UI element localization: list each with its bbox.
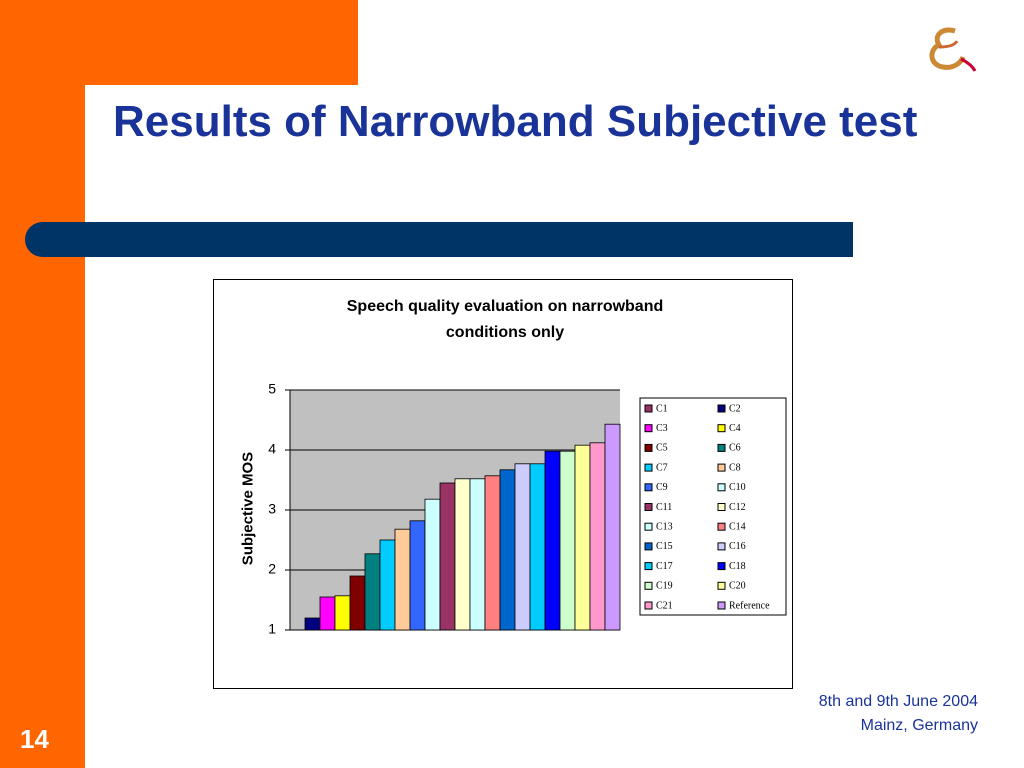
legend-label: C15 bbox=[656, 541, 673, 552]
footer-line: 8th and 9th June 2004 bbox=[818, 693, 978, 710]
legend-swatch bbox=[717, 424, 726, 433]
bar bbox=[499, 469, 516, 631]
legend-label: C8 bbox=[729, 462, 741, 473]
y-tick-label: 1 bbox=[268, 621, 276, 637]
bar bbox=[529, 463, 546, 631]
bar bbox=[514, 463, 531, 631]
chart-frame bbox=[213, 279, 793, 689]
y-axis-label: Subjective MOS bbox=[239, 451, 257, 566]
y-tick-label: 3 bbox=[268, 501, 276, 517]
legend-swatch bbox=[717, 503, 726, 511]
legend-label: C4 bbox=[729, 423, 741, 434]
bar bbox=[424, 498, 441, 631]
legend-label: C10 bbox=[729, 482, 746, 493]
bar bbox=[364, 553, 381, 631]
bar bbox=[589, 442, 606, 631]
footer-line: Mainz, Germany bbox=[860, 717, 978, 734]
legend-swatch bbox=[644, 463, 653, 472]
legend-label: C9 bbox=[656, 482, 668, 493]
legend-label: C2 bbox=[729, 403, 741, 414]
chart: 1 2 3 4 5 C1 C2 C3 C4 C5 C6 C7 C8 C9 C10 C11 C12 C13 C14 C1… bbox=[268, 381, 787, 637]
legend-label: C18 bbox=[729, 561, 746, 572]
legend-swatch bbox=[644, 562, 653, 571]
legend-swatch bbox=[717, 463, 726, 472]
legend-label: C20 bbox=[729, 581, 746, 592]
footer: 8th and 9th June 2004 Mainz, Germany bbox=[819, 690, 978, 738]
bar bbox=[349, 575, 366, 631]
legend-label: C13 bbox=[656, 521, 673, 532]
bar bbox=[604, 423, 621, 631]
legend-swatch bbox=[644, 522, 653, 531]
legend-swatch bbox=[717, 542, 726, 551]
legend-label: C7 bbox=[656, 462, 668, 473]
bar bbox=[334, 595, 351, 631]
bar bbox=[559, 450, 576, 631]
bar bbox=[439, 482, 456, 631]
chart-title: Speech quality evaluation on narrowband … bbox=[346, 298, 664, 341]
legend-swatch bbox=[717, 404, 726, 413]
legend-label: C6 bbox=[729, 443, 741, 454]
bar bbox=[484, 475, 501, 631]
legend-label: C5 bbox=[656, 443, 668, 454]
legend-label: C21 bbox=[656, 600, 673, 611]
legend-label: Reference bbox=[729, 600, 770, 611]
legend-label: C19 bbox=[656, 581, 673, 592]
bar bbox=[469, 478, 486, 631]
legend-swatch bbox=[717, 581, 726, 590]
legend-swatch bbox=[644, 443, 653, 452]
legend-label: C1 bbox=[656, 403, 668, 414]
slide-title: Results of Narrowband Subjective test bbox=[113, 97, 918, 146]
legend-swatch bbox=[644, 424, 653, 433]
y-tick-label: 2 bbox=[268, 561, 276, 577]
legend-label: C17 bbox=[656, 561, 673, 572]
legend-swatch bbox=[717, 443, 726, 452]
bar bbox=[454, 478, 471, 631]
legend-label: C11 bbox=[656, 502, 672, 513]
legend-swatch bbox=[644, 503, 653, 511]
bar bbox=[304, 617, 321, 631]
y-tick-label: 4 bbox=[268, 441, 276, 457]
legend-swatch bbox=[717, 522, 726, 531]
logo bbox=[929, 27, 977, 72]
bar bbox=[379, 539, 396, 631]
bar bbox=[409, 520, 426, 631]
title-bar bbox=[25, 222, 853, 257]
orange-column bbox=[0, 0, 85, 768]
legend-swatch bbox=[644, 404, 653, 413]
legend-label: C16 bbox=[729, 541, 746, 552]
y-tick-label: 5 bbox=[268, 381, 276, 397]
legend-swatch bbox=[644, 601, 653, 610]
legend-label: C3 bbox=[656, 423, 668, 434]
legend-swatch bbox=[644, 581, 653, 590]
bar bbox=[544, 450, 561, 631]
bar bbox=[574, 444, 591, 631]
legend-swatch bbox=[644, 483, 653, 492]
legend-swatch bbox=[717, 483, 726, 492]
bar bbox=[394, 528, 411, 631]
legend-label: C12 bbox=[729, 502, 746, 513]
legend-swatch bbox=[717, 601, 726, 610]
legend-swatch bbox=[644, 542, 653, 551]
legend-box bbox=[639, 397, 787, 616]
bar bbox=[319, 596, 336, 631]
page-number: 14 bbox=[20, 724, 49, 754]
legend-swatch bbox=[717, 562, 726, 571]
legend-label: C14 bbox=[729, 521, 746, 532]
